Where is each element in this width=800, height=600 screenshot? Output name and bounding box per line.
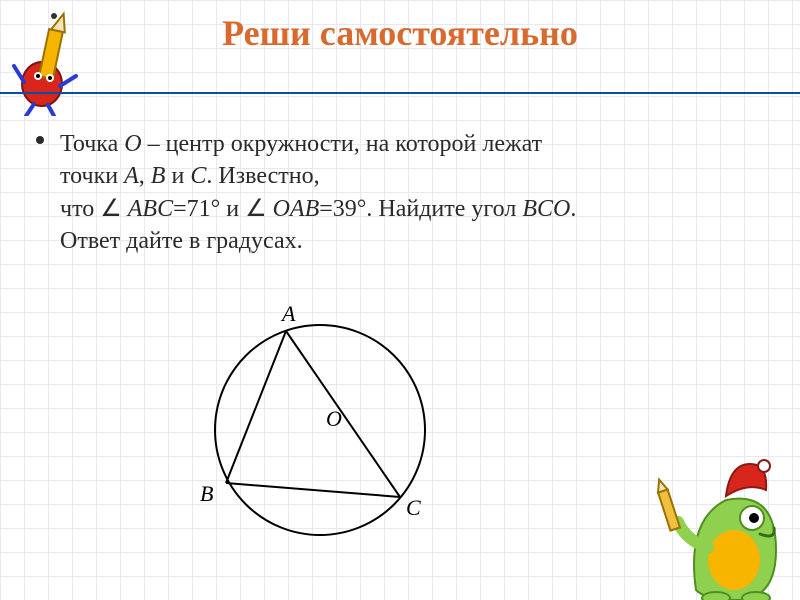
geometry-diagram: A B C O: [190, 300, 450, 560]
problem-text: Точка О – центр окружности, на которой л…: [60, 128, 760, 258]
problem-block: Точка О – центр окружности, на которой л…: [60, 128, 760, 258]
svg-text:A: A: [280, 301, 296, 326]
bullet-icon: [36, 136, 44, 144]
title-divider: [0, 92, 800, 94]
svg-text:C: C: [406, 495, 421, 520]
mascot-top: [10, 6, 90, 116]
mascot-bottom: [656, 430, 796, 600]
svg-text:B: B: [200, 481, 213, 506]
page-title: Реши самостоятельно: [0, 0, 800, 54]
svg-text:O: O: [326, 406, 342, 431]
